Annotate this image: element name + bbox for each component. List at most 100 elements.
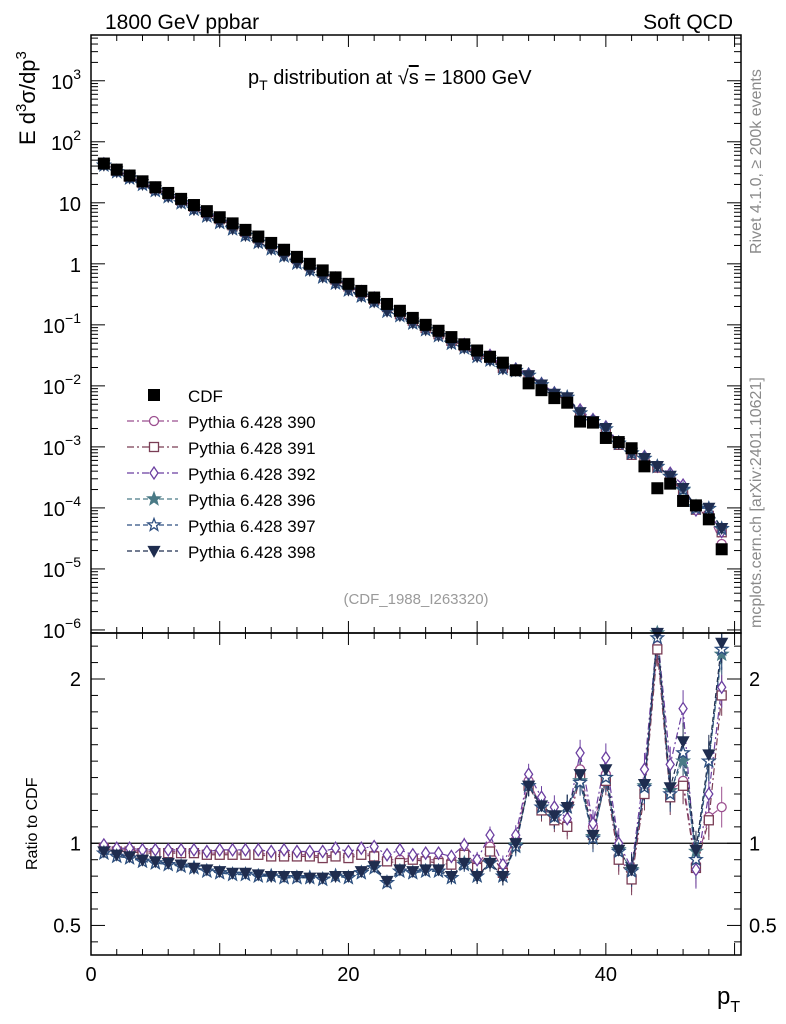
ratio-series-point bbox=[253, 842, 264, 858]
data-point bbox=[316, 264, 329, 277]
ratio-series-point bbox=[290, 870, 304, 883]
data-point bbox=[612, 436, 625, 449]
ratio-series-point bbox=[395, 842, 405, 858]
ratio-series-point bbox=[135, 854, 150, 867]
ratio-y-axis-label: Ratio to CDF bbox=[24, 777, 41, 870]
ratio-series-point bbox=[446, 849, 457, 864]
data-point bbox=[599, 431, 612, 444]
data-point bbox=[290, 250, 303, 263]
ratio-series-point bbox=[560, 801, 574, 814]
data-point bbox=[458, 338, 471, 351]
ratio-series-point bbox=[703, 815, 714, 826]
ratio-series-point bbox=[225, 867, 240, 880]
ratio-series-point bbox=[716, 801, 727, 813]
ratio-tick-label-right: 2 bbox=[749, 669, 760, 691]
legend-marker bbox=[147, 545, 161, 558]
ratio-series-point bbox=[547, 810, 561, 823]
y-tick-label: 10−1 bbox=[43, 310, 81, 338]
ratio-tick-label-right: 1 bbox=[749, 833, 760, 855]
ratio-series-point bbox=[200, 864, 214, 877]
ratio-tick-label-left: 2 bbox=[70, 669, 81, 691]
x-tick-label: 20 bbox=[337, 964, 359, 986]
data-point bbox=[496, 356, 509, 369]
data-point bbox=[97, 157, 110, 170]
ratio-series-point bbox=[573, 769, 587, 782]
ratio-series-point bbox=[251, 869, 265, 882]
data-point bbox=[265, 236, 278, 249]
ratio-series-point bbox=[214, 842, 225, 858]
ratio-series-point bbox=[330, 841, 341, 856]
ratio-series-point bbox=[599, 764, 613, 777]
x-tick-label: 40 bbox=[595, 964, 617, 986]
ratio-series-point bbox=[277, 870, 291, 883]
x-axis-label: pT bbox=[717, 983, 740, 1016]
data-point bbox=[110, 163, 123, 176]
ratio-series-point bbox=[189, 842, 199, 858]
y-tick-label: 10−2 bbox=[43, 371, 81, 399]
ratio-series-point bbox=[431, 864, 446, 877]
ratio-series-point bbox=[420, 845, 431, 861]
ratio-series-point bbox=[380, 875, 394, 888]
ratio-series-point bbox=[110, 849, 124, 862]
y-tick-label: 10−4 bbox=[43, 493, 81, 521]
ratio-series-point bbox=[97, 846, 111, 859]
ratio-series-point bbox=[459, 837, 470, 853]
ratio-series-point bbox=[316, 872, 330, 885]
ratio-series-point bbox=[534, 800, 549, 813]
ratio-series-point bbox=[317, 844, 328, 859]
data-point bbox=[329, 271, 342, 284]
ratio-series-point bbox=[586, 829, 600, 842]
ratio-series-point bbox=[688, 851, 704, 867]
data-point bbox=[509, 364, 522, 377]
ratio-series-point bbox=[148, 856, 162, 869]
legend-label: Pythia 6.428 397 bbox=[188, 517, 316, 536]
ratio-series-point bbox=[264, 870, 278, 883]
ratio-series-point bbox=[665, 757, 675, 772]
ratio-series-point bbox=[305, 844, 315, 859]
ratio-series-line bbox=[103, 632, 723, 870]
legend-marker bbox=[148, 441, 160, 453]
ratio-series-point bbox=[266, 844, 276, 859]
ratio-series-line bbox=[103, 637, 723, 884]
main-series-point bbox=[702, 502, 716, 515]
ratio-series-point bbox=[187, 862, 201, 875]
main-series-point bbox=[522, 370, 536, 383]
data-point bbox=[419, 318, 432, 331]
ratio-series-point bbox=[343, 844, 354, 859]
ratio-series-point bbox=[713, 646, 730, 662]
ratio-series-point bbox=[202, 844, 212, 859]
data-markers bbox=[95, 156, 730, 890]
ratio-series-point bbox=[470, 870, 484, 883]
ratio-series-point bbox=[408, 847, 418, 862]
ratio-series-point bbox=[472, 852, 482, 867]
data-point bbox=[651, 482, 664, 495]
data-point bbox=[239, 223, 252, 236]
ratio-series-point bbox=[213, 866, 227, 879]
data-point bbox=[535, 384, 548, 397]
y-tick-label: 10−5 bbox=[43, 554, 81, 582]
analysis-caption: (CDF_1988_I263320) bbox=[343, 591, 488, 608]
legend-label: Pythia 6.428 392 bbox=[188, 465, 316, 484]
ratio-tick-label-left: 0.5 bbox=[53, 915, 81, 937]
ratio-series-point bbox=[279, 842, 289, 858]
ratio-tick-label-right: 0.5 bbox=[749, 915, 777, 937]
data-point bbox=[123, 169, 136, 182]
ratio-series-line bbox=[103, 646, 723, 878]
ratio-series-point bbox=[369, 839, 379, 854]
x-tick-label: 0 bbox=[85, 964, 96, 986]
legend-marker bbox=[149, 465, 159, 481]
data-point bbox=[586, 416, 599, 429]
y-tick-label: 1 bbox=[70, 255, 81, 277]
ratio-series-point bbox=[601, 750, 611, 766]
side-label-top: Rivet 4.1.0, ≥ 200k events bbox=[748, 69, 765, 254]
legend-marker-data bbox=[148, 389, 160, 401]
ratio-series-point bbox=[227, 842, 238, 858]
header-right: Soft QCD bbox=[643, 11, 733, 34]
ratio-series-point bbox=[367, 861, 381, 874]
ratio-series-point bbox=[382, 847, 392, 862]
ratio-series-point bbox=[341, 870, 356, 883]
data-point bbox=[175, 192, 188, 205]
ratio-series-point bbox=[509, 838, 523, 851]
ratio-series-point bbox=[123, 851, 137, 864]
main-series-point bbox=[715, 522, 729, 535]
